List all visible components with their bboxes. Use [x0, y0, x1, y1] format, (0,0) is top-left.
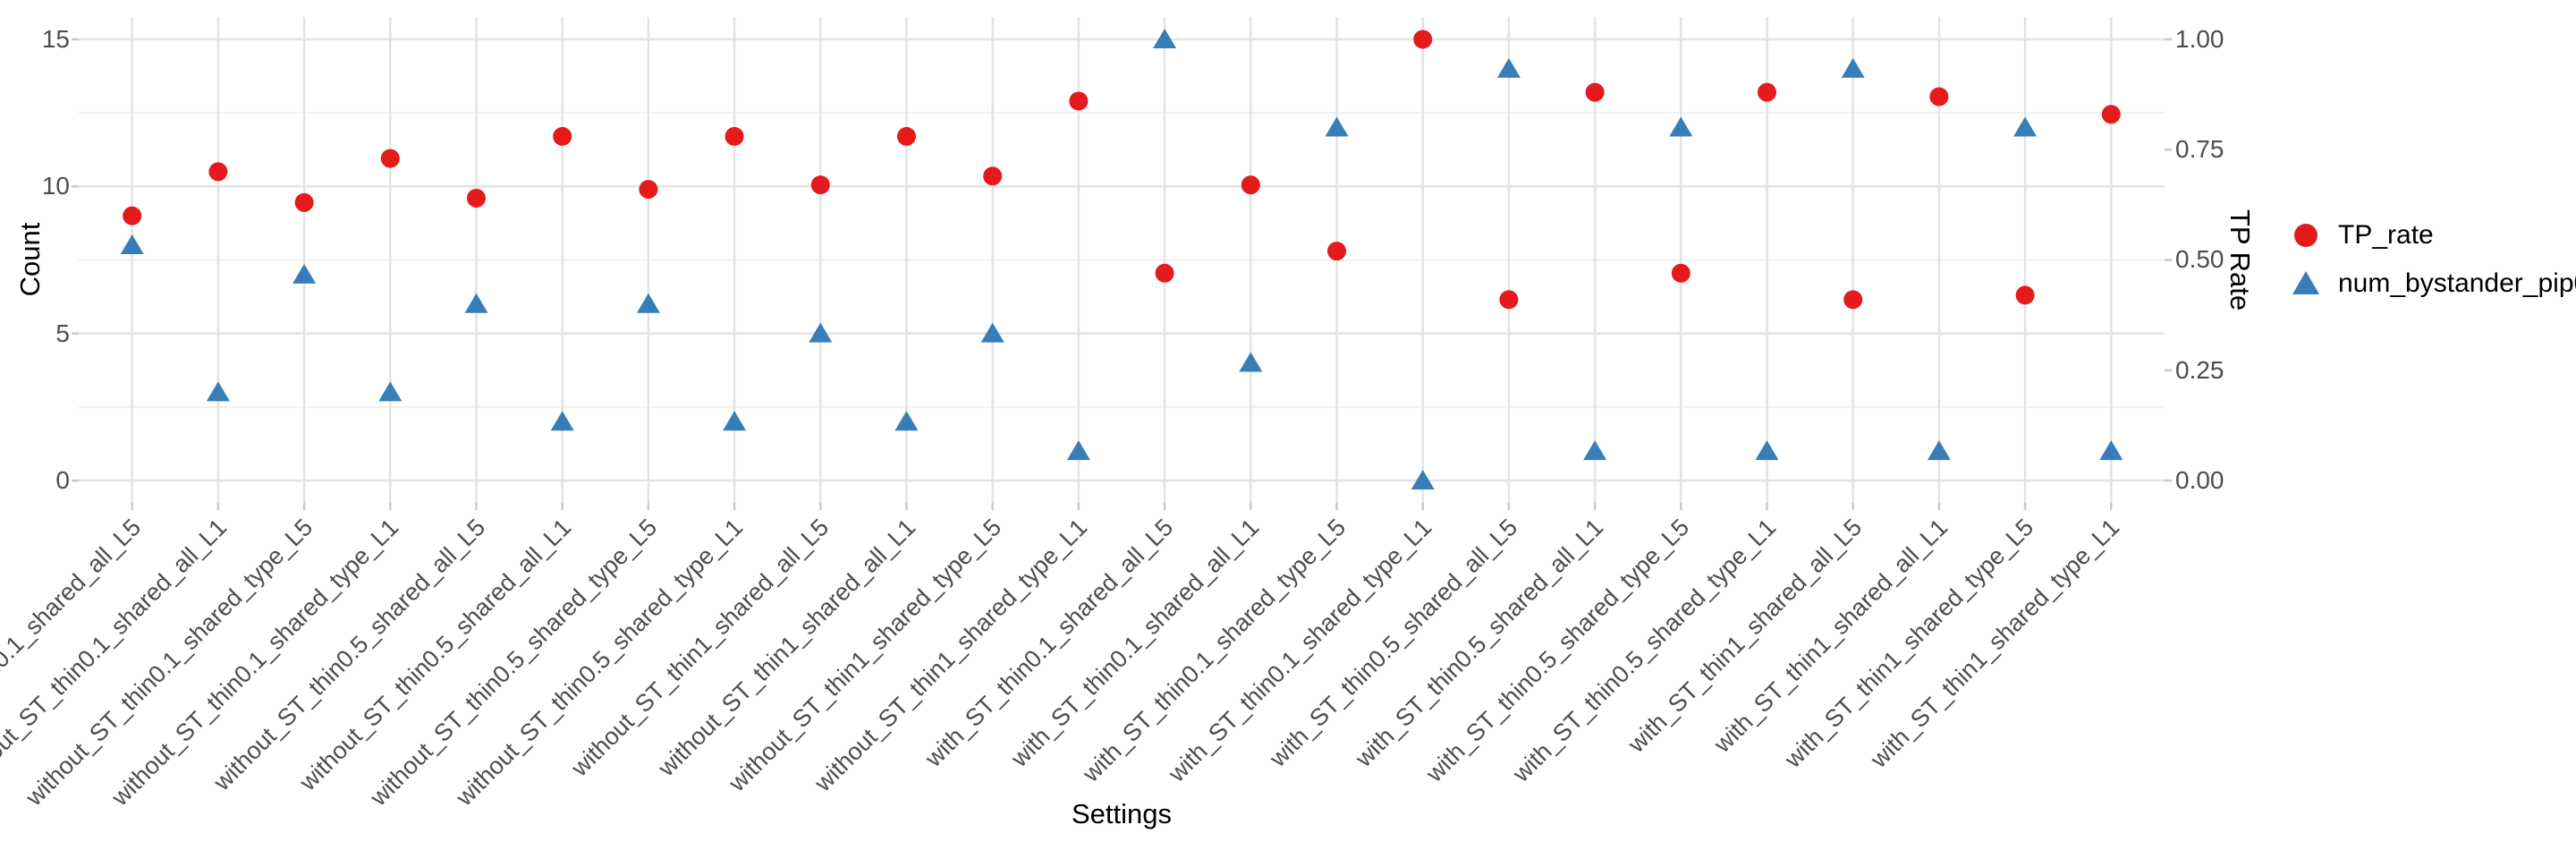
right-axis-tick-label: 0.25: [2175, 355, 2224, 384]
legend-item-num_bystander_pip08: num_bystander_pip08: [2286, 264, 2576, 303]
point-TP_rate: [1499, 290, 1519, 310]
point-TP_rate: [1069, 91, 1089, 111]
point-num_bystander_pip08: [1927, 440, 1951, 461]
point-num_bystander_pip08: [1153, 28, 1177, 48]
legend-label: num_bystander_pip08: [2338, 268, 2576, 298]
point-num_bystander_pip08: [1583, 440, 1607, 461]
left-axis-tick-label: 5: [55, 319, 70, 347]
point-num_bystander_pip08: [1841, 57, 1865, 78]
left-axis-tick-label: 10: [41, 172, 70, 200]
point-TP_rate: [1585, 82, 1605, 102]
point-TP_rate: [2015, 285, 2035, 305]
point-TP_rate: [123, 206, 142, 225]
point-TP_rate: [1413, 30, 1433, 49]
left-axis-tick-label: 15: [41, 24, 70, 53]
right-axis-tick-label: 0.50: [2175, 245, 2224, 274]
point-TP_rate: [380, 149, 400, 168]
right-axis-tick-label: 0.00: [2175, 466, 2224, 494]
point-num_bystander_pip08: [809, 322, 833, 343]
point-TP_rate: [897, 126, 916, 146]
point-TP_rate: [810, 175, 830, 195]
point-num_bystander_pip08: [1411, 470, 1435, 489]
point-TP_rate: [1843, 290, 1863, 310]
right-axis-tick-label: 0.75: [2175, 135, 2224, 164]
point-num_bystander_pip08: [378, 381, 402, 402]
point-TP_rate: [1155, 263, 1174, 283]
point-num_bystander_pip08: [464, 293, 488, 313]
triangle-marker-icon: [2292, 270, 2319, 294]
point-TP_rate: [2101, 105, 2121, 124]
point-TP_rate: [1929, 87, 1949, 106]
point-TP_rate: [1671, 263, 1690, 283]
point-num_bystander_pip08: [1669, 116, 1693, 137]
point-num_bystander_pip08: [1325, 116, 1349, 137]
point-TP_rate: [724, 126, 744, 146]
point-num_bystander_pip08: [120, 234, 144, 255]
legend-label: TP_rate: [2338, 219, 2434, 250]
left-axis-tick-label: 0: [55, 466, 70, 494]
point-num_bystander_pip08: [206, 381, 230, 402]
point-num_bystander_pip08: [1239, 352, 1263, 372]
point-TP_rate: [553, 126, 572, 146]
point-TP_rate: [294, 192, 314, 212]
point-num_bystander_pip08: [550, 411, 574, 431]
point-TP_rate: [639, 180, 658, 200]
point-num_bystander_pip08: [980, 322, 1004, 343]
point-num_bystander_pip08: [636, 293, 660, 313]
point-TP_rate: [208, 162, 228, 182]
right-axis-tick-label: 1.00: [2175, 24, 2224, 53]
point-num_bystander_pip08: [1496, 57, 1521, 78]
x-axis-title: Settings: [1071, 798, 1172, 829]
point-TP_rate: [1327, 242, 1346, 261]
point-TP_rate: [467, 188, 486, 208]
point-num_bystander_pip08: [723, 411, 747, 431]
point-TP_rate: [1241, 175, 1260, 195]
point-num_bystander_pip08: [1066, 440, 1090, 461]
point-num_bystander_pip08: [2099, 440, 2123, 461]
point-num_bystander_pip08: [292, 263, 317, 284]
right-axis-title: TP Rate: [2224, 208, 2256, 311]
point-TP_rate: [983, 166, 1003, 186]
point-num_bystander_pip08: [1755, 440, 1779, 461]
point-num_bystander_pip08: [2013, 116, 2038, 137]
circle-marker-icon: [2294, 223, 2318, 247]
legend-item-TP_rate: TP_rate: [2286, 216, 2576, 255]
point-num_bystander_pip08: [894, 411, 919, 431]
legend: TP_rate num_bystander_pip08: [2286, 216, 2576, 303]
point-TP_rate: [1758, 82, 1776, 102]
